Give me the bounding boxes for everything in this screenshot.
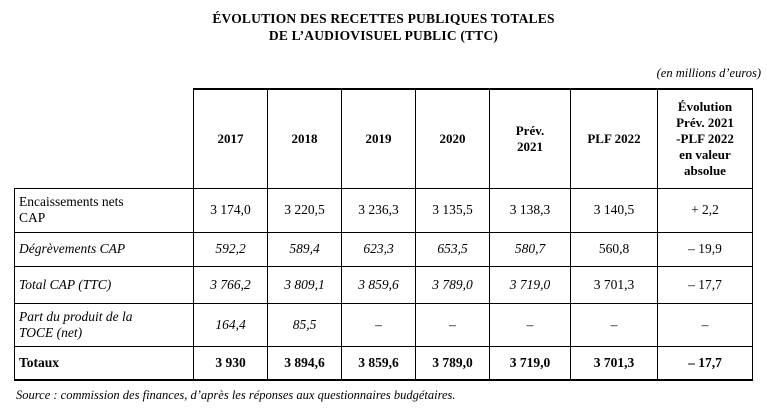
column-header-evolution: Évolution Prév. 2021 -PLF 2022 en valeur…: [657, 88, 753, 189]
table-cell: –: [657, 302, 753, 347]
table-cell: – 17,7: [657, 345, 753, 381]
table-row: Part du produit de la TOCE (net) 164,4 8…: [14, 302, 753, 347]
table-cell: + 2,2: [657, 187, 753, 233]
column-header-2018: 2018: [267, 88, 342, 189]
table-header-row: 2017 2018 2019 2020 Prév. 2021 PLF 2022 …: [15, 88, 753, 189]
table-cell: 3 138,3: [489, 187, 571, 233]
table-cell: 3 809,1: [267, 265, 342, 304]
table-cell: – 19,9: [657, 231, 753, 267]
table-cell: 3 859,6: [341, 265, 416, 304]
table-cell: 580,7: [489, 231, 571, 267]
table-cell: 3 859,6: [341, 345, 416, 381]
unit-note: (en millions d’euros): [656, 66, 761, 80]
document-title: ÉVOLUTION DES RECETTES PUBLIQUES TOTALES…: [0, 10, 767, 44]
column-header-plf-2022: PLF 2022: [570, 88, 658, 189]
row-label: Total CAP (TTC): [14, 265, 194, 304]
table-cell: 85,5: [267, 302, 342, 347]
table-cell: 3 140,5: [570, 187, 658, 233]
table-cell: –: [341, 302, 416, 347]
row-label: Totaux: [14, 345, 194, 381]
source-note: Source : commission des finances, d’aprè…: [16, 388, 456, 402]
title-line-2: DE L’AUDIOVISUEL PUBLIC (TTC): [268, 28, 499, 43]
table-cell: 3 789,0: [415, 345, 490, 381]
header-empty-cell: [15, 89, 194, 188]
row-label: Dégrèvements CAP: [14, 231, 194, 267]
table-cell: 3 701,3: [570, 345, 658, 381]
table-cell: 653,5: [415, 231, 490, 267]
row-label: Encaissements nets CAP: [14, 187, 194, 233]
table-cell: – 17,7: [657, 265, 753, 304]
table-cell: 3 701,3: [570, 265, 658, 304]
table-cell: 3 719,0: [489, 265, 571, 304]
table-cell: 3 174,0: [193, 187, 268, 233]
title-line-1: ÉVOLUTION DES RECETTES PUBLIQUES TOTALES: [212, 11, 555, 26]
table-cell: 3 220,5: [267, 187, 342, 233]
table-cell: 589,4: [267, 231, 342, 267]
column-header-2019: 2019: [341, 88, 416, 189]
table-cell: –: [570, 302, 658, 347]
table-cell: –: [415, 302, 490, 347]
row-label: Part du produit de la TOCE (net): [14, 302, 194, 347]
table-cell: 3 894,6: [267, 345, 342, 381]
table-cell: 164,4: [193, 302, 268, 347]
table-cell: 3 766,2: [193, 265, 268, 304]
table-row-totals: Totaux 3 930 3 894,6 3 859,6 3 789,0 3 7…: [14, 345, 753, 381]
table-cell: 3 236,3: [341, 187, 416, 233]
table-cell: –: [489, 302, 571, 347]
table-row: Encaissements nets CAP 3 174,0 3 220,5 3…: [14, 187, 753, 233]
table-row: Dégrèvements CAP 592,2 589,4 623,3 653,5…: [14, 231, 753, 267]
column-header-prev-2021: Prév. 2021: [489, 88, 571, 189]
table-cell: 623,3: [341, 231, 416, 267]
column-header-2020: 2020: [415, 88, 490, 189]
table-cell: 3 930: [193, 345, 268, 381]
table-cell: 3 719,0: [489, 345, 571, 381]
table-cell: 3 135,5: [415, 187, 490, 233]
table-cell: 560,8: [570, 231, 658, 267]
table-cell: 3 789,0: [415, 265, 490, 304]
revenue-table: 2017 2018 2019 2020 Prév. 2021 PLF 2022 …: [14, 88, 753, 381]
column-header-2017: 2017: [193, 88, 268, 189]
table-cell: 592,2: [193, 231, 268, 267]
table-row: Total CAP (TTC) 3 766,2 3 809,1 3 859,6 …: [14, 265, 753, 304]
